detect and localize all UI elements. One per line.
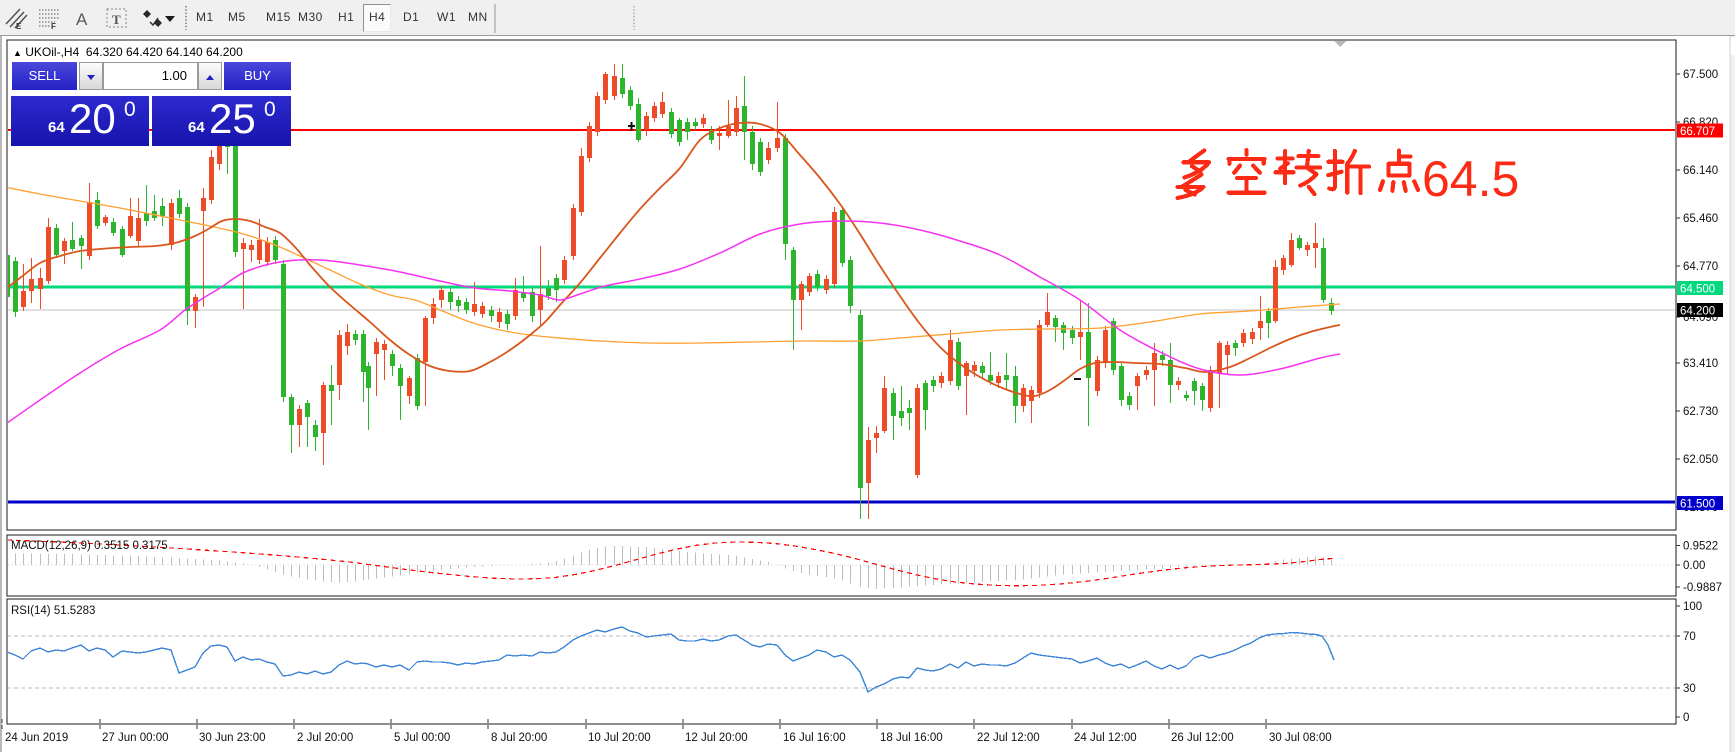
svg-text:30: 30 <box>1683 683 1696 695</box>
svg-text:62.730: 62.730 <box>1683 406 1718 418</box>
svg-text:65.460: 65.460 <box>1683 213 1718 225</box>
svg-text:0.00: 0.00 <box>1683 560 1705 572</box>
svg-text:64.770: 64.770 <box>1683 261 1718 273</box>
svg-text:5 Jul 00:00: 5 Jul 00:00 <box>394 732 450 744</box>
svg-text:2 Jul 20:00: 2 Jul 20:00 <box>297 732 353 744</box>
svg-text:67.500: 67.500 <box>1683 69 1718 81</box>
svg-text:A: A <box>76 10 88 29</box>
svg-text:66.140: 66.140 <box>1683 165 1718 177</box>
svg-text:26 Jul 12:00: 26 Jul 12:00 <box>1171 732 1234 744</box>
svg-text:27 Jun 00:00: 27 Jun 00:00 <box>102 732 169 744</box>
svg-text:66.707: 66.707 <box>1680 126 1715 138</box>
svg-text:RSI(14) 51.5283: RSI(14) 51.5283 <box>11 605 95 617</box>
svg-text:63.410: 63.410 <box>1683 358 1718 370</box>
svg-text:70: 70 <box>1683 631 1696 643</box>
svg-text:-0.9887: -0.9887 <box>1683 582 1722 594</box>
svg-text:18 Jul 16:00: 18 Jul 16:00 <box>880 732 943 744</box>
svg-text:12 Jul 20:00: 12 Jul 20:00 <box>685 732 748 744</box>
svg-text:62.050: 62.050 <box>1683 454 1718 466</box>
svg-text:MACD(12,26,9) 0.3515 0.3175: MACD(12,26,9) 0.3515 0.3175 <box>11 540 168 552</box>
svg-text:8 Jul 20:00: 8 Jul 20:00 <box>491 732 547 744</box>
svg-text:T: T <box>112 12 121 27</box>
svg-text:E: E <box>16 22 22 31</box>
svg-text:30 Jun 23:00: 30 Jun 23:00 <box>199 732 266 744</box>
svg-text:0: 0 <box>1683 712 1689 724</box>
svg-text:22 Jul 12:00: 22 Jul 12:00 <box>977 732 1040 744</box>
svg-text:F: F <box>51 22 56 31</box>
svg-text:24 Jun 2019: 24 Jun 2019 <box>5 732 68 744</box>
svg-text:64.5: 64.5 <box>1422 151 1519 207</box>
svg-text:10 Jul 20:00: 10 Jul 20:00 <box>588 732 651 744</box>
svg-text:24 Jul 12:00: 24 Jul 12:00 <box>1074 732 1137 744</box>
svg-text:61.500: 61.500 <box>1680 499 1715 511</box>
svg-text:16 Jul 16:00: 16 Jul 16:00 <box>783 732 846 744</box>
svg-text:64.500: 64.500 <box>1680 284 1715 296</box>
svg-text:64.200: 64.200 <box>1680 306 1715 318</box>
svg-text:0.9522: 0.9522 <box>1683 541 1718 553</box>
svg-text:30 Jul 08:00: 30 Jul 08:00 <box>1269 732 1332 744</box>
svg-text:100: 100 <box>1683 601 1702 613</box>
